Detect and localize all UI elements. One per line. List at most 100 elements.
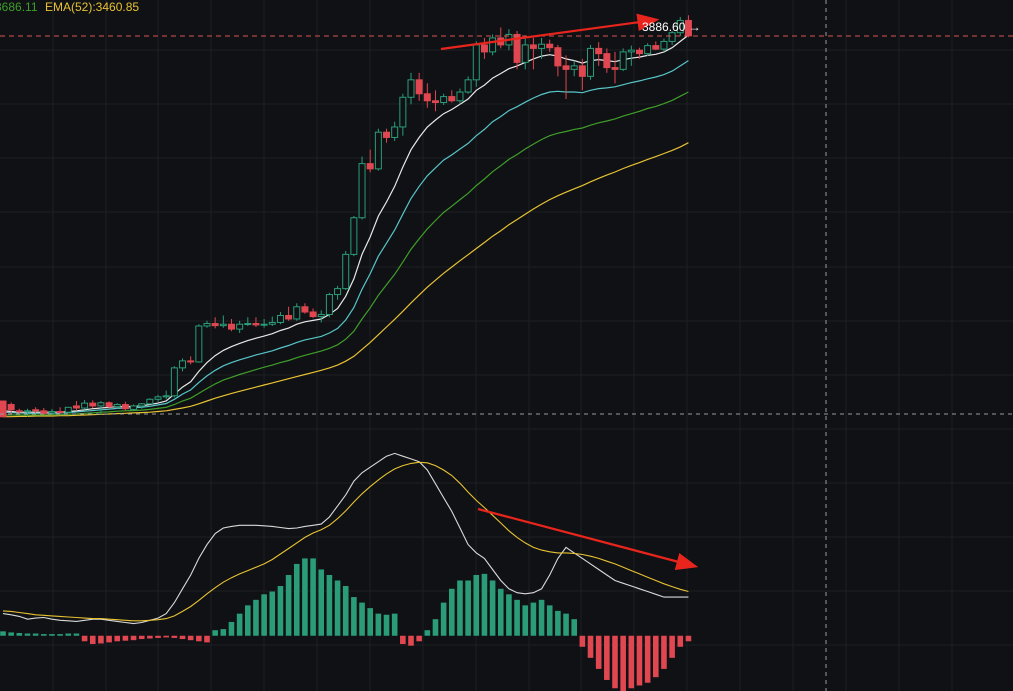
macd-bar-negative [612,635,618,689]
candle [538,37,546,59]
macd-bar-positive [489,580,496,636]
candle-body-up [146,398,154,405]
candle [644,43,652,57]
macd-bar-negative [187,635,194,641]
candle [480,37,488,59]
candle [611,51,619,84]
candle-body-up [342,253,350,290]
candle-body-up [472,44,480,81]
ema-slow-path [3,91,689,416]
candle [81,399,89,410]
candle-body-up [391,126,399,138]
candle [399,93,407,136]
macd-bar-negative [644,635,651,683]
macd-bar-positive [546,605,553,636]
candle [236,320,244,333]
current-price-label: 3886.60 → [642,20,701,34]
candle [227,318,235,332]
macd-trend-arrow [477,507,699,571]
candle-body-down [529,44,537,49]
candle-body-down [32,409,40,412]
macd-bar-negative [81,635,88,642]
candle-body-down [72,405,80,409]
candle-body-up [570,65,578,70]
candle [113,403,121,409]
candle [187,356,195,365]
candle [619,48,627,72]
candle-body-down [211,323,219,327]
candle-body-up [203,323,211,327]
candle [64,406,72,413]
macd-bar-positive [359,602,365,636]
candle [652,41,660,51]
candles [0,15,692,418]
macd-bar-positive [465,580,471,636]
macd-bar-positive [220,629,227,636]
candle [407,72,415,105]
macd-bar-positive [293,563,300,636]
candle [7,402,15,415]
macd-bar-negative [604,635,610,680]
candle-body-up [81,402,89,409]
candle-body-down [121,404,129,410]
candle-body-down [554,47,562,67]
macd-bar-negative [636,635,643,686]
candle-body-down [301,306,309,313]
candle [32,407,40,413]
candle-body-down [285,314,293,320]
macd-bar-negative [579,635,586,647]
macd-bar-positive [555,610,561,636]
macd-bar-negative [155,635,161,638]
macd-bar-positive [571,619,577,636]
legend-ema-prev-value: 3686.11 [0,0,38,14]
candle [603,48,611,73]
macd-bar-negative [685,635,692,642]
candle-body-up [334,288,342,296]
candle-body-up [644,45,652,55]
macd-bar-positive [212,630,218,636]
macd-bar-positive [269,591,276,636]
candle-body-down [252,323,260,326]
macd-bar-negative [122,635,129,641]
candle [56,407,64,415]
candle-body-up [399,96,407,128]
candle-body-down [595,47,603,55]
candle-body-up [219,323,227,327]
price-pane[interactable] [0,15,692,418]
macd-bar-negative [620,635,626,691]
candle [309,308,317,318]
macd-bar-negative [114,635,121,642]
candle-body-down [7,404,15,411]
candle [635,47,643,59]
candle-body-up [464,79,472,93]
candle-body-down [105,402,113,408]
candle [587,44,595,80]
macd-bar-positive [538,599,545,636]
candle-body-up [179,360,187,369]
macd-bar-positive [522,605,529,636]
candle-body-up [154,396,162,400]
macd-bar-positive [228,621,235,636]
macd-bar-positive [236,613,243,636]
candle-body-down [366,163,374,170]
candle-body-up [276,314,284,323]
candle-body-down [603,53,611,69]
candle [521,37,529,70]
macd-bar-positive [32,633,39,636]
candle-body-down [562,65,570,70]
candle [293,303,301,321]
candle-body-up [236,323,244,330]
candle-body-up [668,32,676,42]
candle [260,318,268,328]
candle-body-up [325,294,333,315]
candle [456,88,464,105]
candle [219,315,227,328]
annotations [440,13,699,571]
candle-body-up [350,217,358,255]
macd-bar-positive [261,594,267,636]
candle-body-down [480,44,488,53]
macd-pane[interactable] [0,452,692,691]
candle-body-up [64,406,72,413]
